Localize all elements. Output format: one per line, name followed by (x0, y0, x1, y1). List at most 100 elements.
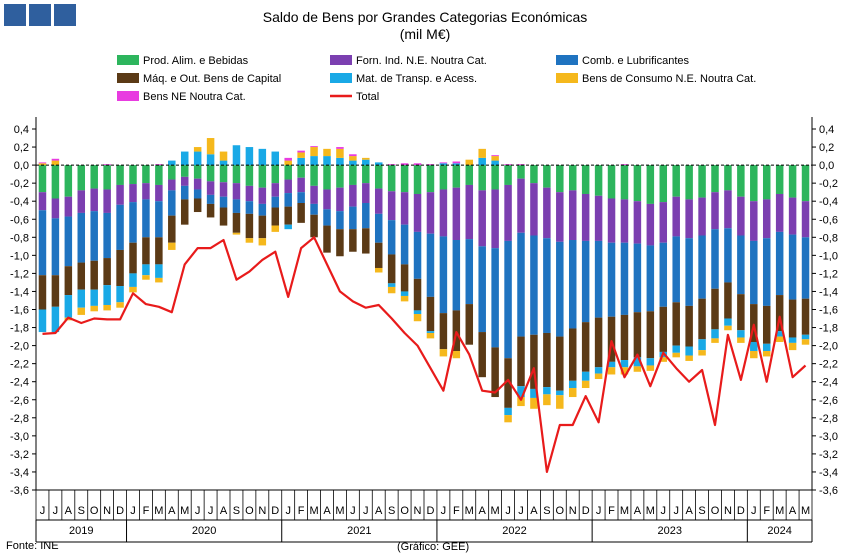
bar-segment (310, 146, 318, 148)
bar-segment (775, 231, 784, 296)
bar-segment (439, 165, 448, 190)
bar-segment (659, 357, 668, 362)
bar-segment (737, 235, 745, 295)
chart-subtitle: (mil M€) (399, 26, 451, 42)
year-label: 2023 (657, 525, 681, 537)
bar-segment (711, 192, 719, 230)
bar-segment (775, 165, 784, 194)
bar-segment (168, 179, 176, 191)
bar-segment (245, 238, 254, 243)
bar-segment (297, 157, 305, 166)
bar-segment (90, 305, 98, 312)
bar-segment (258, 165, 267, 188)
bar-segment (737, 294, 745, 331)
bar-segment (530, 165, 538, 184)
bar-segment (620, 199, 629, 243)
bar-segment (633, 201, 642, 244)
bar-segment (232, 232, 241, 235)
bar-segment (711, 329, 719, 339)
y-tick-label-left: -1,2 (10, 268, 29, 280)
y-tick-label-left: -0,6 (10, 214, 29, 226)
bar-segment (374, 213, 383, 243)
y-tick-label-left: 0,2 (14, 142, 29, 154)
x-month-label: F (298, 505, 305, 517)
bar-segment (180, 176, 189, 186)
bar-segment (517, 178, 525, 233)
x-month-label: M (154, 505, 163, 517)
bar-segment (206, 154, 215, 166)
bar-segment (762, 305, 771, 344)
bar-segment (568, 328, 577, 381)
bar-segment (762, 165, 771, 200)
bar-segment (116, 165, 124, 185)
bar-segment (620, 367, 629, 375)
bar-segment (51, 160, 60, 166)
bar-segment (452, 187, 461, 241)
bar-segment (387, 286, 396, 294)
bar-segment (38, 163, 47, 166)
bar-segment (206, 194, 215, 204)
bar-segment (698, 165, 706, 198)
bar-segment (142, 183, 150, 200)
bar-segment (413, 165, 422, 194)
bar-segment (400, 163, 409, 166)
bar-segment (258, 238, 267, 246)
bar-segment (620, 165, 629, 200)
bar-segment (439, 349, 448, 357)
x-month-label: A (479, 505, 487, 517)
bar-segment (206, 165, 215, 182)
bar-segment (724, 318, 732, 326)
bar-segment (400, 295, 409, 302)
bar-segment (77, 262, 86, 290)
bar-segment (349, 184, 357, 207)
bar-segment (284, 157, 292, 161)
bar-segment (556, 395, 564, 409)
y-tick-label-right: -2,0 (819, 341, 838, 353)
bar-segment (788, 342, 797, 351)
x-month-label: J (596, 505, 602, 517)
bar-segment (219, 151, 228, 161)
bar-segment (51, 158, 60, 161)
bar-segment (775, 336, 784, 342)
bar-segment (724, 228, 732, 283)
bar-segment (672, 236, 680, 303)
bar-segment (103, 304, 111, 311)
bar-segment (750, 240, 758, 305)
bar-segment (64, 216, 73, 267)
bar-segment (478, 148, 486, 158)
bar-segment (51, 275, 60, 307)
legend-label: Prod. Alim. e Bebidas (143, 55, 249, 67)
bar-segment (581, 193, 590, 241)
bar-segment (413, 193, 422, 232)
bar-segment (310, 147, 318, 157)
y-tick-label-left: -3,6 (10, 485, 29, 497)
bar-segment (530, 388, 538, 398)
x-month-label: M (491, 505, 500, 517)
bar-segment (439, 163, 448, 166)
y-tick-label-right: -1,2 (819, 268, 838, 280)
bar-segment (737, 337, 745, 343)
bar-segment (478, 246, 486, 333)
bar-segment (271, 151, 280, 166)
bar-segment (646, 245, 655, 312)
bar-segment (374, 165, 383, 189)
bar-segment (64, 266, 73, 296)
bar-segment (193, 151, 202, 166)
x-month-label: A (685, 505, 693, 517)
bar-segment (607, 165, 616, 199)
bar-segment (38, 309, 47, 333)
legend-label: Comb. e Lubrificantes (582, 55, 689, 67)
bar-segment (439, 313, 448, 350)
bar-segment (465, 239, 474, 305)
bar-segment (323, 148, 331, 157)
bar-segment (245, 185, 254, 202)
bar-segment (762, 351, 771, 357)
bar-segment (646, 165, 655, 204)
bar-segment (543, 238, 551, 333)
bar-segment (297, 203, 305, 223)
bar-segment (426, 296, 435, 332)
bar-segment (762, 199, 771, 239)
x-month-label: M (335, 505, 344, 517)
bar-segment (310, 214, 318, 238)
bar-segment (672, 352, 680, 358)
